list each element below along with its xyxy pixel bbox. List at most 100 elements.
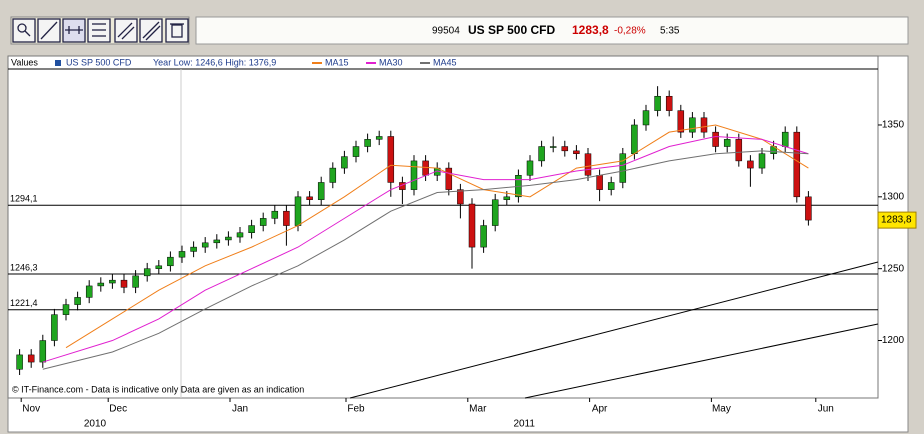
candle-body — [190, 246, 197, 252]
legend-label: US SP 500 CFD — [66, 57, 132, 67]
candle-body — [62, 304, 70, 315]
candle-body — [573, 150, 580, 154]
zoom-button[interactable] — [12, 18, 36, 43]
footnote: © IT-Finance.com - Data is indicative on… — [12, 384, 304, 394]
candle-body — [236, 232, 244, 238]
x-tick-label: Apr — [592, 404, 608, 415]
y-tick-label: 1350 — [882, 120, 905, 131]
candle-body — [793, 131, 801, 198]
candle-body — [306, 196, 313, 200]
candle-body — [526, 160, 534, 176]
candle-body — [538, 146, 545, 162]
candle-body — [51, 314, 58, 341]
candle-body — [329, 167, 337, 183]
candle-body — [27, 354, 35, 363]
candle-body — [805, 196, 812, 221]
level-label: 1294,1 — [10, 194, 38, 204]
candle-body — [143, 268, 151, 277]
candle-body — [561, 146, 569, 152]
candle-body — [654, 95, 661, 111]
candle-body — [167, 256, 174, 267]
candle-body — [607, 182, 615, 190]
candle-body — [39, 340, 47, 363]
candle-body — [132, 275, 139, 288]
candle-body — [120, 279, 128, 288]
candle-body — [375, 136, 383, 140]
candle-body — [317, 182, 325, 200]
legend-swatch — [55, 60, 61, 66]
candle-body — [155, 265, 163, 269]
last-price-box — [877, 211, 917, 229]
candle-body — [445, 167, 453, 190]
candle-body — [758, 153, 766, 169]
y-tick-label: 1250 — [882, 263, 905, 274]
candle-body — [468, 203, 476, 248]
x-tick-label: Nov — [22, 404, 40, 415]
y-tick-label: 1300 — [882, 191, 905, 202]
candle-body — [283, 210, 290, 226]
toolbar — [10, 16, 190, 45]
candle-body — [109, 279, 116, 284]
quote-panel — [195, 16, 909, 45]
plot-area — [7, 55, 879, 399]
y-tick-label: 1200 — [882, 335, 905, 346]
candle-body — [596, 175, 603, 190]
quote-time: 5:35 — [660, 26, 680, 37]
candle-body — [619, 153, 627, 183]
candle-body — [781, 131, 789, 147]
candle-body — [410, 160, 418, 190]
candle-body — [259, 218, 267, 226]
candle-body — [747, 160, 754, 169]
legend-title: Values — [11, 57, 38, 67]
candle-body — [294, 196, 302, 226]
x-tick-label: Mar — [469, 404, 487, 415]
candle-body — [364, 139, 371, 147]
candle-body — [503, 196, 511, 200]
candle-body — [480, 225, 487, 248]
candle-body — [584, 153, 592, 176]
candle-body — [248, 225, 255, 233]
candle-body — [341, 156, 348, 169]
candle-body — [689, 117, 696, 133]
delete-button[interactable] — [165, 18, 189, 43]
x-tick-label: Feb — [347, 404, 365, 415]
candle-body — [491, 199, 499, 226]
candle-body — [631, 124, 638, 154]
year-label: 2010 — [84, 419, 107, 430]
candle-body — [665, 95, 673, 111]
x-tick-label: May — [712, 404, 731, 415]
candle-body — [201, 242, 209, 248]
legend-label: MA30 — [379, 57, 403, 67]
level-label: 1221,4 — [10, 298, 38, 308]
x-tick-label: Dec — [109, 404, 127, 415]
quote-code: 99504 — [432, 26, 460, 37]
level-label: 1246,3 — [10, 262, 38, 272]
candle-body — [549, 146, 557, 148]
candle-body — [700, 117, 708, 133]
candle-body — [735, 139, 743, 162]
quote-change: -0,28% — [614, 26, 646, 37]
quote-price: 1283,8 — [572, 23, 609, 37]
quote-name: US SP 500 CFD — [468, 23, 555, 37]
candle-body — [457, 189, 464, 205]
candle-body — [723, 139, 731, 147]
channel-button[interactable] — [114, 18, 138, 43]
ma-line — [42, 150, 809, 370]
candle-body — [352, 146, 360, 157]
candle-body — [271, 210, 279, 219]
trend-line — [349, 261, 879, 399]
ma-line — [42, 135, 809, 363]
x-tick-label: Jun — [818, 404, 834, 415]
x-tick-label: Jan — [232, 404, 248, 415]
candle-body — [677, 110, 685, 133]
candle-body — [74, 297, 81, 305]
last-price-label: 1283,8 — [881, 215, 912, 226]
candle-body — [97, 282, 105, 287]
legend-label: MA15 — [325, 57, 349, 67]
candle-body — [642, 110, 650, 126]
legend-label: MA45 — [433, 57, 457, 67]
candle-body — [422, 160, 429, 176]
candle-body — [178, 251, 186, 258]
trend-line — [524, 323, 879, 399]
